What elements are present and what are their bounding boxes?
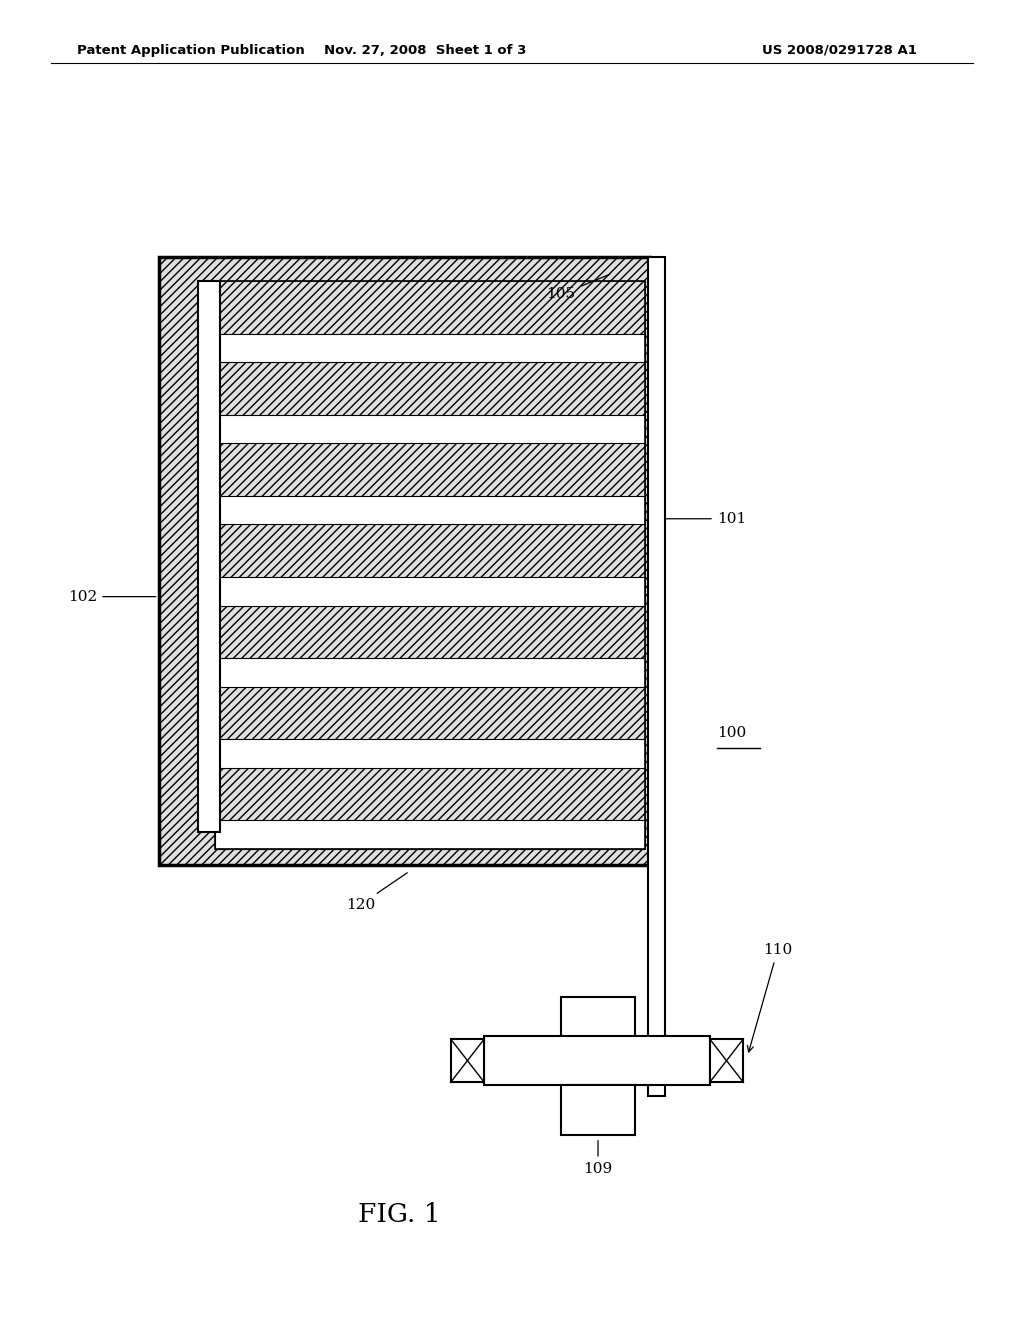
Bar [215, 821, 645, 849]
Bar [159, 257, 650, 865]
Text: 109: 109 [584, 1140, 612, 1176]
Bar [215, 281, 645, 849]
Text: Nov. 27, 2008  Sheet 1 of 3: Nov. 27, 2008 Sheet 1 of 3 [324, 44, 526, 57]
Bar [215, 768, 645, 821]
Bar [215, 414, 645, 444]
Text: FIG. 1: FIG. 1 [358, 1203, 440, 1226]
Bar [215, 524, 645, 577]
Text: 105: 105 [547, 275, 609, 301]
Bar [215, 444, 645, 496]
Bar [710, 1039, 743, 1082]
Bar [561, 997, 635, 1049]
Bar [215, 362, 645, 414]
Bar [648, 257, 665, 1096]
Bar [215, 686, 645, 739]
Text: US 2008/0291728 A1: US 2008/0291728 A1 [762, 44, 918, 57]
Bar [561, 1085, 635, 1135]
Text: 100: 100 [717, 726, 746, 739]
Bar [215, 577, 645, 606]
Bar [451, 1039, 484, 1082]
Text: 110: 110 [748, 944, 793, 1052]
Text: 101: 101 [655, 512, 746, 525]
Bar [215, 659, 645, 686]
Bar [215, 334, 645, 362]
Bar [215, 606, 645, 659]
Text: 102: 102 [68, 590, 156, 603]
Bar [198, 281, 220, 832]
Bar [215, 496, 645, 524]
Text: Patent Application Publication: Patent Application Publication [77, 44, 304, 57]
Text: 120: 120 [346, 873, 408, 912]
Bar [215, 281, 645, 334]
Bar [215, 739, 645, 768]
Bar [484, 1036, 710, 1085]
